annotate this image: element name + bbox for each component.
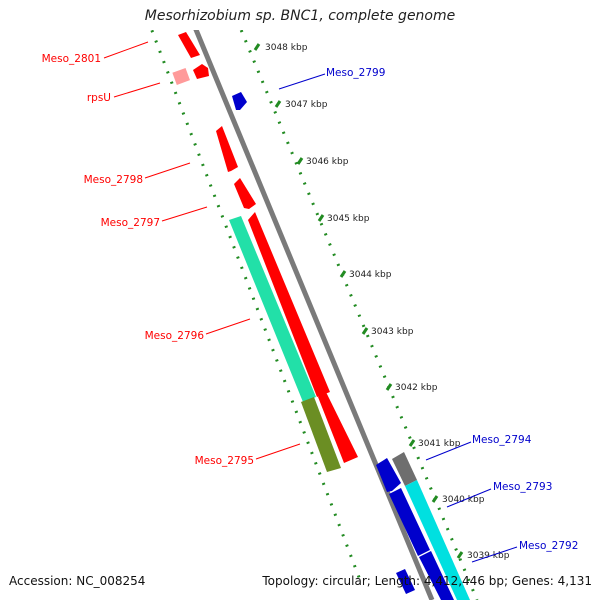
tick-label-3043: 3043 kbp [371,327,414,337]
tick-3040: 3040 kbp [431,495,485,505]
feature-gray-2794[interactable] [392,452,417,486]
gene-label-meso-2801[interactable]: Meso_2801 [42,53,101,65]
genome-backbone [193,30,435,600]
feature-olive-2795[interactable] [301,397,341,472]
inner-dotted-ring [150,30,362,581]
tick-label-3046: 3046 kbp [306,157,349,167]
tick-label-3047: 3047 kbp [285,100,328,110]
tick-3045: 3045 kbp [317,214,370,224]
gene-meso-2796[interactable] [248,212,330,397]
tick-3041: 3041 kbp [408,439,461,449]
gene-label-rpsu[interactable]: rpsU [87,92,111,104]
gene-meso-2792[interactable] [419,551,454,600]
gene-meso-2799[interactable] [232,92,247,110]
tick-label-3041: 3041 kbp [418,439,461,449]
gene-label-meso-2795[interactable]: Meso_2795 [195,455,254,467]
feature-cyan-2793[interactable] [405,480,470,600]
tick-label-3045: 3045 kbp [327,214,370,224]
tick-3039: 3039 kbp [456,551,510,561]
gene-meso-2793[interactable] [389,488,430,556]
tick-3048: 3048 kbp [253,43,308,53]
gene-label-meso-2792[interactable]: Meso_2792 [519,540,578,552]
gene-rpsu[interactable] [193,64,209,79]
tick-3046: 3046 kbp [296,157,349,167]
tick-label-3044: 3044 kbp [349,270,392,280]
accession-label: Accession: NC_008254 [9,574,146,588]
gene-label-meso-2799[interactable]: Meso_2799 [326,67,385,79]
tick-label-3039: 3039 kbp [467,551,510,561]
gene-meso-2798[interactable] [216,126,238,172]
tick-3044: 3044 kbp [339,270,392,280]
tick-label-3048: 3048 kbp [265,43,308,53]
gene-meso-2795[interactable] [318,390,358,463]
gene-leader-lines [103,41,518,563]
gene-label-meso-2793[interactable]: Meso_2793 [493,481,552,493]
gene-meso-2801[interactable] [178,32,200,58]
gene-label-meso-2794[interactable]: Meso_2794 [472,434,532,446]
gene-label-meso-2798[interactable]: Meso_2798 [84,174,143,186]
tick-3047: 3047 kbp [274,100,328,110]
tick-3043: 3043 kbp [361,327,414,337]
gene-meso-2792b[interactable] [396,569,415,594]
gene-meso-2794[interactable] [376,458,401,492]
gene-label-meso-2797[interactable]: Meso_2797 [101,217,160,229]
gene-meso-2797[interactable] [234,178,256,209]
tick-label-3042: 3042 kbp [395,383,438,393]
gene-rpsu-light[interactable] [172,67,190,85]
feature-teal-2796[interactable] [229,216,316,402]
topology-label: Topology: circular; Length: 4,412,446 bp… [262,574,592,588]
gene-label-meso-2796[interactable]: Meso_2796 [145,330,205,342]
tick-3042: 3042 kbp [385,383,438,393]
map-title: Mesorhizobium sp. BNC1, complete genome [144,8,456,24]
